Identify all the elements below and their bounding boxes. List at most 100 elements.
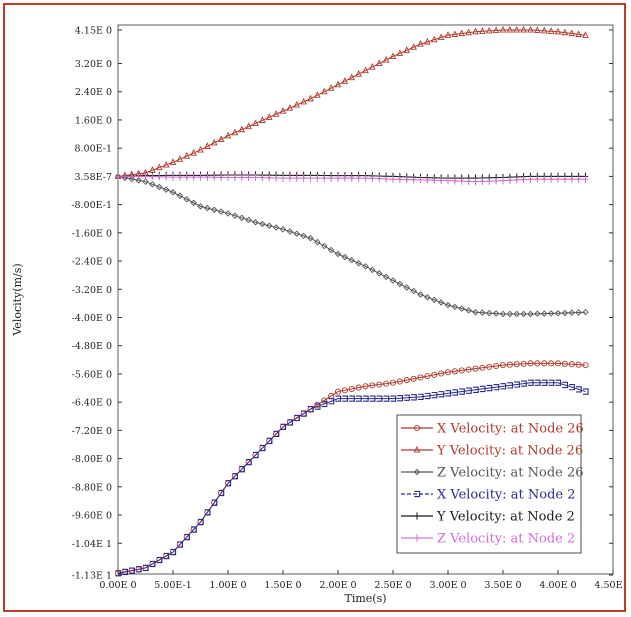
series-6-point bbox=[369, 174, 375, 183]
series-4-point bbox=[390, 395, 397, 402]
series-2-point bbox=[444, 31, 452, 38]
series-2-point bbox=[245, 122, 252, 130]
series-2-point bbox=[513, 25, 521, 33]
series-2-point bbox=[424, 37, 431, 45]
series-3-point bbox=[534, 310, 541, 318]
series-4-point bbox=[239, 466, 245, 473]
series-4-point bbox=[252, 451, 259, 459]
series-1-point bbox=[472, 365, 479, 372]
series-6-point bbox=[548, 175, 554, 183]
series-4-point bbox=[342, 395, 349, 402]
series-6-point bbox=[129, 172, 135, 180]
series-6-point bbox=[500, 177, 506, 185]
series-4-point bbox=[376, 395, 383, 402]
series-4-point bbox=[349, 395, 355, 402]
legend-swatch-marker bbox=[413, 424, 421, 432]
series-3-point bbox=[403, 284, 410, 291]
series-2-point bbox=[575, 30, 582, 37]
series-4-point bbox=[129, 567, 135, 574]
series-4-point bbox=[548, 379, 555, 386]
series-2-point bbox=[554, 27, 562, 35]
series-6-point bbox=[156, 173, 162, 181]
series-1-point bbox=[520, 360, 527, 367]
y-tick-label: -3.20E 0 bbox=[72, 285, 112, 296]
series-2-point bbox=[314, 91, 321, 98]
x-tick-label: 0.00E 0 bbox=[99, 580, 136, 591]
series-4-point bbox=[177, 541, 184, 548]
series-3-point bbox=[479, 309, 486, 316]
series-4-point bbox=[184, 533, 190, 541]
series-6-point bbox=[136, 172, 142, 180]
series-4-point bbox=[335, 395, 342, 402]
y-tick-label: 2.40E 0 bbox=[75, 87, 112, 98]
legend-entry-label: Z Velocity: at Node 26 bbox=[437, 466, 584, 481]
series-1-point bbox=[438, 370, 445, 377]
series-3-point bbox=[451, 303, 459, 311]
series-6-point bbox=[122, 172, 128, 180]
series-3-point bbox=[341, 253, 349, 261]
series-6-point bbox=[342, 174, 348, 182]
series-1-point bbox=[493, 362, 500, 370]
series-1-point bbox=[355, 384, 362, 391]
series-3-point bbox=[128, 175, 135, 183]
series-3-point bbox=[513, 310, 520, 318]
series-4-point bbox=[266, 437, 273, 445]
series-6-point bbox=[115, 172, 121, 180]
series-4-point bbox=[500, 383, 507, 390]
series-2-point bbox=[210, 138, 218, 146]
series-2-point bbox=[568, 29, 576, 37]
series-3-point bbox=[279, 226, 287, 233]
legend-swatch-marker bbox=[413, 468, 421, 476]
series-1-point bbox=[534, 360, 541, 367]
x-tick-label: 4.00E 0 bbox=[539, 580, 576, 591]
legend-entry-label: X Velocity: at Node 26 bbox=[437, 422, 584, 437]
series-2-point bbox=[492, 26, 500, 33]
series-3-point bbox=[300, 232, 307, 240]
y-tick-label: 4.15E 0 bbox=[75, 26, 112, 37]
series-4-point bbox=[314, 403, 321, 410]
series-2-point bbox=[458, 29, 466, 37]
series-6-point bbox=[507, 176, 513, 184]
series-4-point bbox=[569, 384, 575, 391]
series-3-point bbox=[149, 181, 156, 188]
series-6-point bbox=[294, 174, 300, 182]
series-3-point bbox=[162, 186, 170, 193]
series-6-point bbox=[232, 173, 238, 182]
series-3-point bbox=[211, 206, 218, 214]
series-4-point bbox=[246, 458, 252, 466]
series-3-point bbox=[575, 309, 582, 316]
series-2-point bbox=[155, 163, 163, 171]
series-1-point bbox=[548, 360, 555, 367]
series-3-point bbox=[547, 310, 555, 317]
series-4-point bbox=[507, 382, 514, 389]
series-2-point bbox=[238, 125, 246, 133]
series-3-point bbox=[520, 310, 527, 318]
series-3-point bbox=[348, 256, 355, 264]
series-3-point bbox=[437, 299, 445, 306]
series-4-point bbox=[459, 388, 465, 395]
series-2-point bbox=[382, 55, 390, 63]
series-4-point bbox=[534, 379, 541, 386]
series-6-point bbox=[411, 176, 417, 184]
series-6-point bbox=[301, 174, 307, 182]
series-6-point bbox=[163, 173, 169, 181]
series-6-point bbox=[321, 174, 327, 182]
series-4-point bbox=[479, 385, 486, 393]
series-2-point bbox=[540, 26, 548, 34]
series-3-point bbox=[355, 260, 362, 267]
series-6-point bbox=[376, 175, 382, 183]
series-3-point bbox=[506, 310, 514, 318]
series-2-point bbox=[506, 25, 514, 33]
series-3-point bbox=[135, 177, 142, 184]
series-3-point bbox=[197, 203, 204, 210]
series-2-point bbox=[300, 97, 307, 105]
series-3-point bbox=[238, 214, 245, 222]
series-2-point bbox=[217, 135, 225, 142]
y-tick-label: -1.13E 1 bbox=[72, 571, 112, 582]
series-1-point bbox=[568, 361, 575, 368]
series-1-point bbox=[383, 380, 390, 387]
series-2-point bbox=[389, 52, 397, 60]
series-6-point bbox=[287, 174, 293, 182]
y-tick-label: -8.00E-1 bbox=[71, 200, 112, 211]
series-6-point bbox=[383, 175, 389, 183]
